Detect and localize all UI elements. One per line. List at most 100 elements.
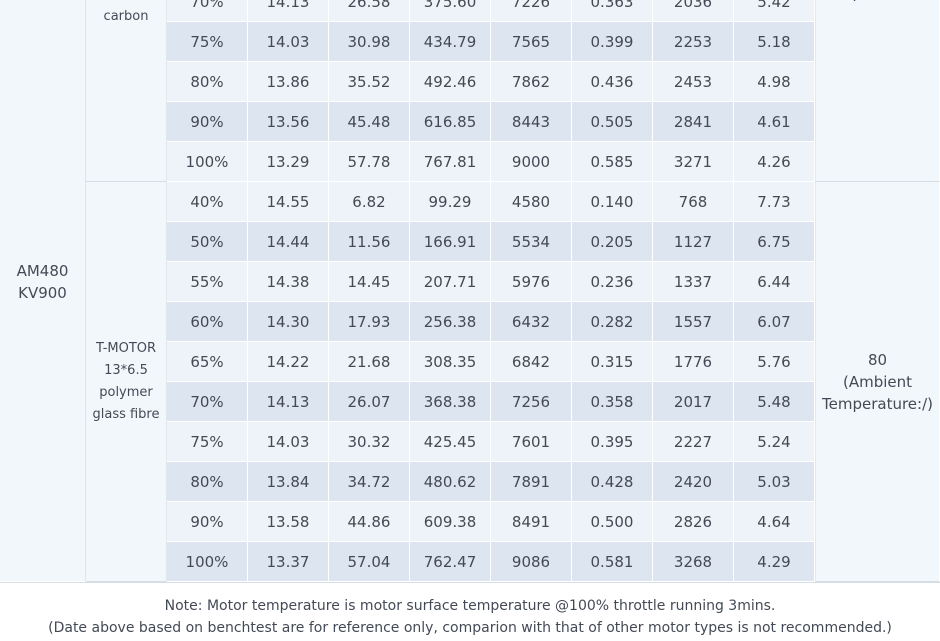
cell-voltage: 14.13	[248, 382, 329, 422]
cell-voltage: 14.55	[248, 182, 329, 222]
cell-rpm: 8491	[491, 502, 572, 542]
cell-throttle: 60%	[167, 302, 248, 342]
cell-power: 368.38	[410, 382, 491, 422]
cell-throttle: 65%	[167, 342, 248, 382]
motor-label: AM480	[16, 261, 69, 280]
propeller-cell: ... carbon	[86, 0, 167, 182]
temperature-cell: Temperature:/)	[815, 0, 940, 182]
cell-power: 375.60	[410, 0, 491, 22]
cell-thrust: 1557	[653, 302, 734, 342]
cell-power: 308.35	[410, 342, 491, 382]
cell-torque: 0.581	[572, 542, 653, 582]
cell-throttle: 90%	[167, 502, 248, 542]
cell-voltage: 14.38	[248, 262, 329, 302]
cell-torque: 0.315	[572, 342, 653, 382]
cell-torque: 0.399	[572, 22, 653, 62]
cell-voltage: 14.44	[248, 222, 329, 262]
cell-efficiency: 4.29	[734, 542, 815, 582]
cell-current: 26.58	[329, 0, 410, 22]
cell-rpm: 9086	[491, 542, 572, 582]
cell-thrust: 1127	[653, 222, 734, 262]
cell-rpm: 7226	[491, 0, 572, 22]
cell-power: 767.81	[410, 142, 491, 182]
cell-efficiency: 5.03	[734, 462, 815, 502]
footer-disclaimer: (Date above based on benchtest are for r…	[48, 620, 892, 636]
cell-thrust: 2841	[653, 102, 734, 142]
cell-throttle: 80%	[167, 62, 248, 102]
cell-throttle: 40%	[167, 182, 248, 222]
cell-efficiency: 6.75	[734, 222, 815, 262]
cell-throttle: 90%	[167, 102, 248, 142]
cell-thrust: 3271	[653, 142, 734, 182]
cell-thrust: 3268	[653, 542, 734, 582]
cell-voltage: 14.03	[248, 422, 329, 462]
cell-throttle: 75%	[167, 22, 248, 62]
cell-voltage: 13.84	[248, 462, 329, 502]
cell-thrust: 2453	[653, 62, 734, 102]
cell-power: 762.47	[410, 542, 491, 582]
cell-current: 30.98	[329, 22, 410, 62]
cell-torque: 0.358	[572, 382, 653, 422]
cell-thrust: 2826	[653, 502, 734, 542]
cell-torque: 0.140	[572, 182, 653, 222]
cell-throttle: 75%	[167, 422, 248, 462]
temperature-label: Temperature:/)	[822, 394, 933, 413]
table-footer: Note: Motor temperature is motor surface…	[0, 582, 940, 641]
cell-voltage: 13.37	[248, 542, 329, 582]
cell-rpm: 7601	[491, 422, 572, 462]
cell-rpm: 6842	[491, 342, 572, 382]
cell-current: 26.07	[329, 382, 410, 422]
cell-current: 30.32	[329, 422, 410, 462]
cell-torque: 0.363	[572, 0, 653, 22]
cell-thrust: 2017	[653, 382, 734, 422]
cell-thrust: 1337	[653, 262, 734, 302]
cell-torque: 0.395	[572, 422, 653, 462]
cell-rpm: 5976	[491, 262, 572, 302]
propeller-label: ...	[120, 0, 132, 6]
cell-power: 99.29	[410, 182, 491, 222]
cell-power: 609.38	[410, 502, 491, 542]
cell-thrust: 2227	[653, 422, 734, 462]
cell-efficiency: 5.24	[734, 422, 815, 462]
temperature-cell: 80 (Ambient Temperature:/)	[815, 182, 940, 582]
cell-voltage: 14.22	[248, 342, 329, 382]
cell-rpm: 8443	[491, 102, 572, 142]
cell-current: 57.04	[329, 542, 410, 582]
propeller-label: 13*6.5	[104, 362, 148, 378]
cell-thrust: 1776	[653, 342, 734, 382]
propeller-label: glass fibre	[92, 406, 160, 422]
cell-throttle: 100%	[167, 542, 248, 582]
propeller-label: polymer	[99, 384, 153, 400]
cell-throttle: 70%	[167, 382, 248, 422]
cell-voltage: 14.13	[248, 0, 329, 22]
cell-power: 616.85	[410, 102, 491, 142]
temperature-label: Temperature:/)	[822, 0, 933, 4]
cell-rpm: 9000	[491, 142, 572, 182]
cell-current: 14.45	[329, 262, 410, 302]
cell-efficiency: 7.73	[734, 182, 815, 222]
cell-rpm: 4580	[491, 182, 572, 222]
cell-torque: 0.505	[572, 102, 653, 142]
cell-throttle: 55%	[167, 262, 248, 302]
cell-torque: 0.282	[572, 302, 653, 342]
cell-rpm: 7862	[491, 62, 572, 102]
cell-throttle: 100%	[167, 142, 248, 182]
cell-rpm: 6432	[491, 302, 572, 342]
cell-torque: 0.436	[572, 62, 653, 102]
cell-throttle: 80%	[167, 462, 248, 502]
propeller-label: carbon	[103, 9, 149, 24]
cell-power: 207.71	[410, 262, 491, 302]
cell-current: 21.68	[329, 342, 410, 382]
cell-efficiency: 5.76	[734, 342, 815, 382]
cell-voltage: 14.30	[248, 302, 329, 342]
cell-efficiency: 4.26	[734, 142, 815, 182]
cell-efficiency: 4.64	[734, 502, 815, 542]
cell-efficiency: 5.42	[734, 0, 815, 22]
cell-efficiency: 5.48	[734, 382, 815, 422]
cell-torque: 0.428	[572, 462, 653, 502]
cell-voltage: 13.56	[248, 102, 329, 142]
cell-power: 480.62	[410, 462, 491, 502]
cell-voltage: 13.86	[248, 62, 329, 102]
cell-rpm: 7891	[491, 462, 572, 502]
temperature-label: (Ambient	[842, 372, 913, 391]
